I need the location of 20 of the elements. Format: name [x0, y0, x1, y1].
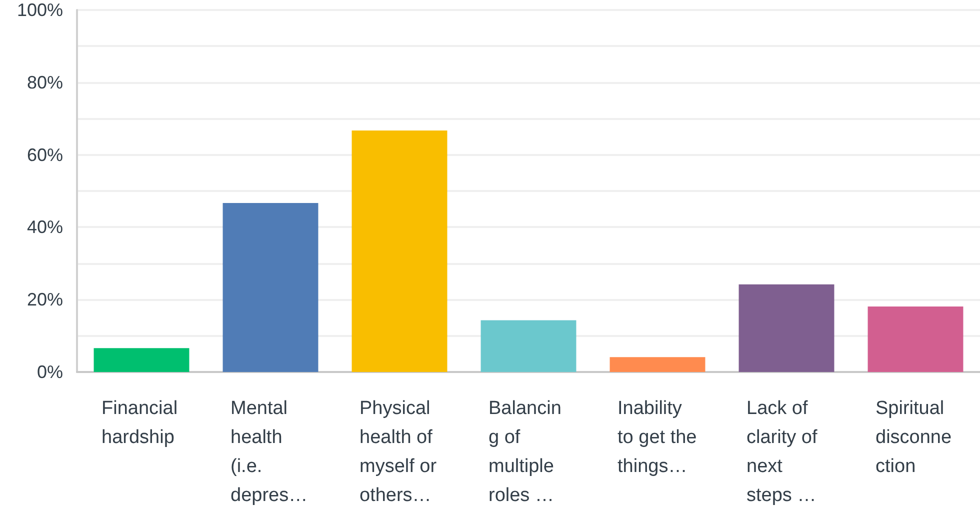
x-tick-label: Inability to get the things…: [618, 398, 697, 477]
x-tick-label: Balancing of multiple roles …: [488, 398, 562, 506]
x-tick-label: Lack of clarity of next steps …: [746, 398, 818, 506]
bar: [738, 284, 834, 372]
bar: [868, 306, 964, 372]
x-tick-label: Financial hardship: [102, 398, 178, 448]
y-tick-label: 100%: [16, 0, 63, 20]
bar: [222, 202, 318, 372]
bar: [94, 348, 190, 372]
y-tick-label: 40%: [26, 217, 63, 238]
y-tick-label: 0%: [36, 362, 63, 382]
y-tick-label: 60%: [26, 144, 63, 165]
bar: [610, 357, 706, 372]
x-tick-label: Spiritual disconnection: [876, 398, 952, 477]
x-tick-label: Mental health (i.e. depres…: [230, 398, 308, 506]
bar: [480, 320, 576, 372]
y-tick-label: 20%: [26, 290, 63, 310]
y-tick-label: 80%: [26, 72, 63, 92]
bar: [352, 130, 448, 372]
x-tick-label: Physical health of myself or others…: [360, 398, 438, 506]
